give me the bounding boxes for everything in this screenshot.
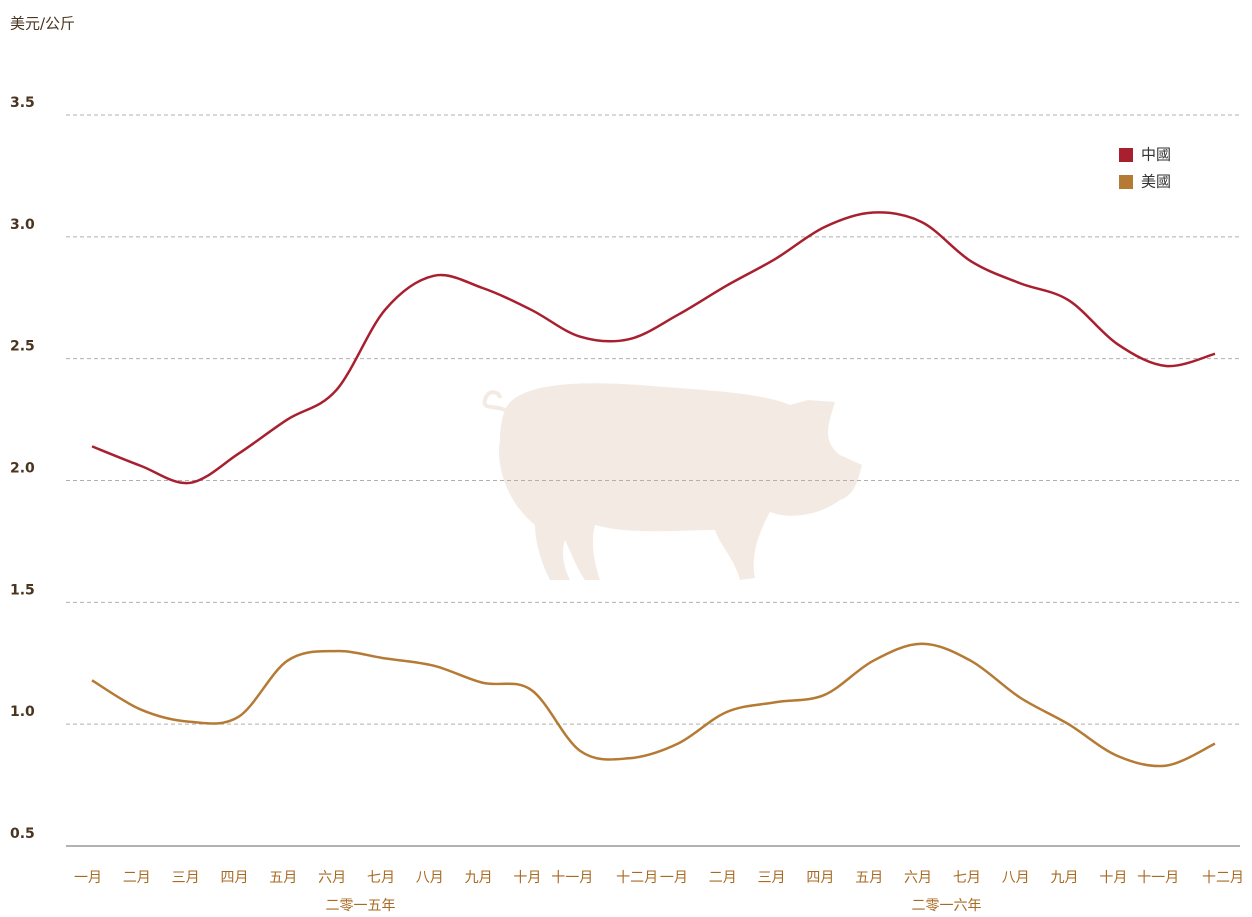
series-line (91, 642, 1216, 768)
x-tick-label: 六月 (904, 870, 932, 886)
x-tick-label: 九月 (465, 870, 493, 886)
x-tick-label: 二月 (123, 870, 151, 886)
x-tick-label: 三月 (758, 870, 786, 886)
y-tick-label: 1.0 (10, 704, 35, 720)
legend-label: 中國 (1141, 146, 1171, 164)
x-tick-label: 十二月 (616, 870, 658, 886)
x-tick-label: 五月 (269, 870, 297, 886)
x-tick-label: 四月 (806, 870, 834, 886)
x-tick-label: 三月 (172, 870, 200, 886)
x-tick-label: 一月 (74, 870, 102, 886)
x-tick-label: 五月 (855, 870, 883, 886)
y-axis-label: 美元/公斤 (10, 15, 75, 33)
x-tick-label: 十一月 (551, 870, 593, 886)
year-label: 二零一六年 (911, 898, 981, 914)
y-tick-label: 3.5 (10, 95, 35, 111)
y-tick-label: 2.5 (10, 339, 35, 355)
legend-swatch (1119, 148, 1133, 162)
x-tick-label: 八月 (1002, 870, 1030, 886)
y-tick-label: 1.5 (10, 582, 35, 598)
x-tick-label: 七月 (367, 870, 395, 886)
x-tick-label: 四月 (220, 870, 248, 886)
x-tick-label: 十一月 (1137, 870, 1179, 886)
x-tick-label: 十月 (1099, 870, 1127, 886)
legend-swatch (1119, 175, 1133, 189)
x-tick-label: 一月 (660, 870, 688, 886)
y-tick-label: 2.0 (10, 461, 35, 477)
series-line (91, 211, 1216, 485)
x-tick-label: 二月 (709, 870, 737, 886)
x-tick-label: 十二月 (1202, 870, 1244, 886)
pig-watermark (482, 383, 862, 580)
x-tick-label: 八月 (416, 870, 444, 886)
x-tick-label: 十月 (513, 870, 541, 886)
legend-label: 美國 (1141, 173, 1171, 191)
y-tick-label: 3.0 (10, 217, 35, 233)
x-tick-label: 七月 (953, 870, 981, 886)
x-tick-label: 六月 (318, 870, 346, 886)
year-label: 二零一五年 (326, 898, 396, 914)
y-tick-label: 0.5 (10, 826, 35, 842)
x-tick-label: 九月 (1051, 870, 1079, 886)
